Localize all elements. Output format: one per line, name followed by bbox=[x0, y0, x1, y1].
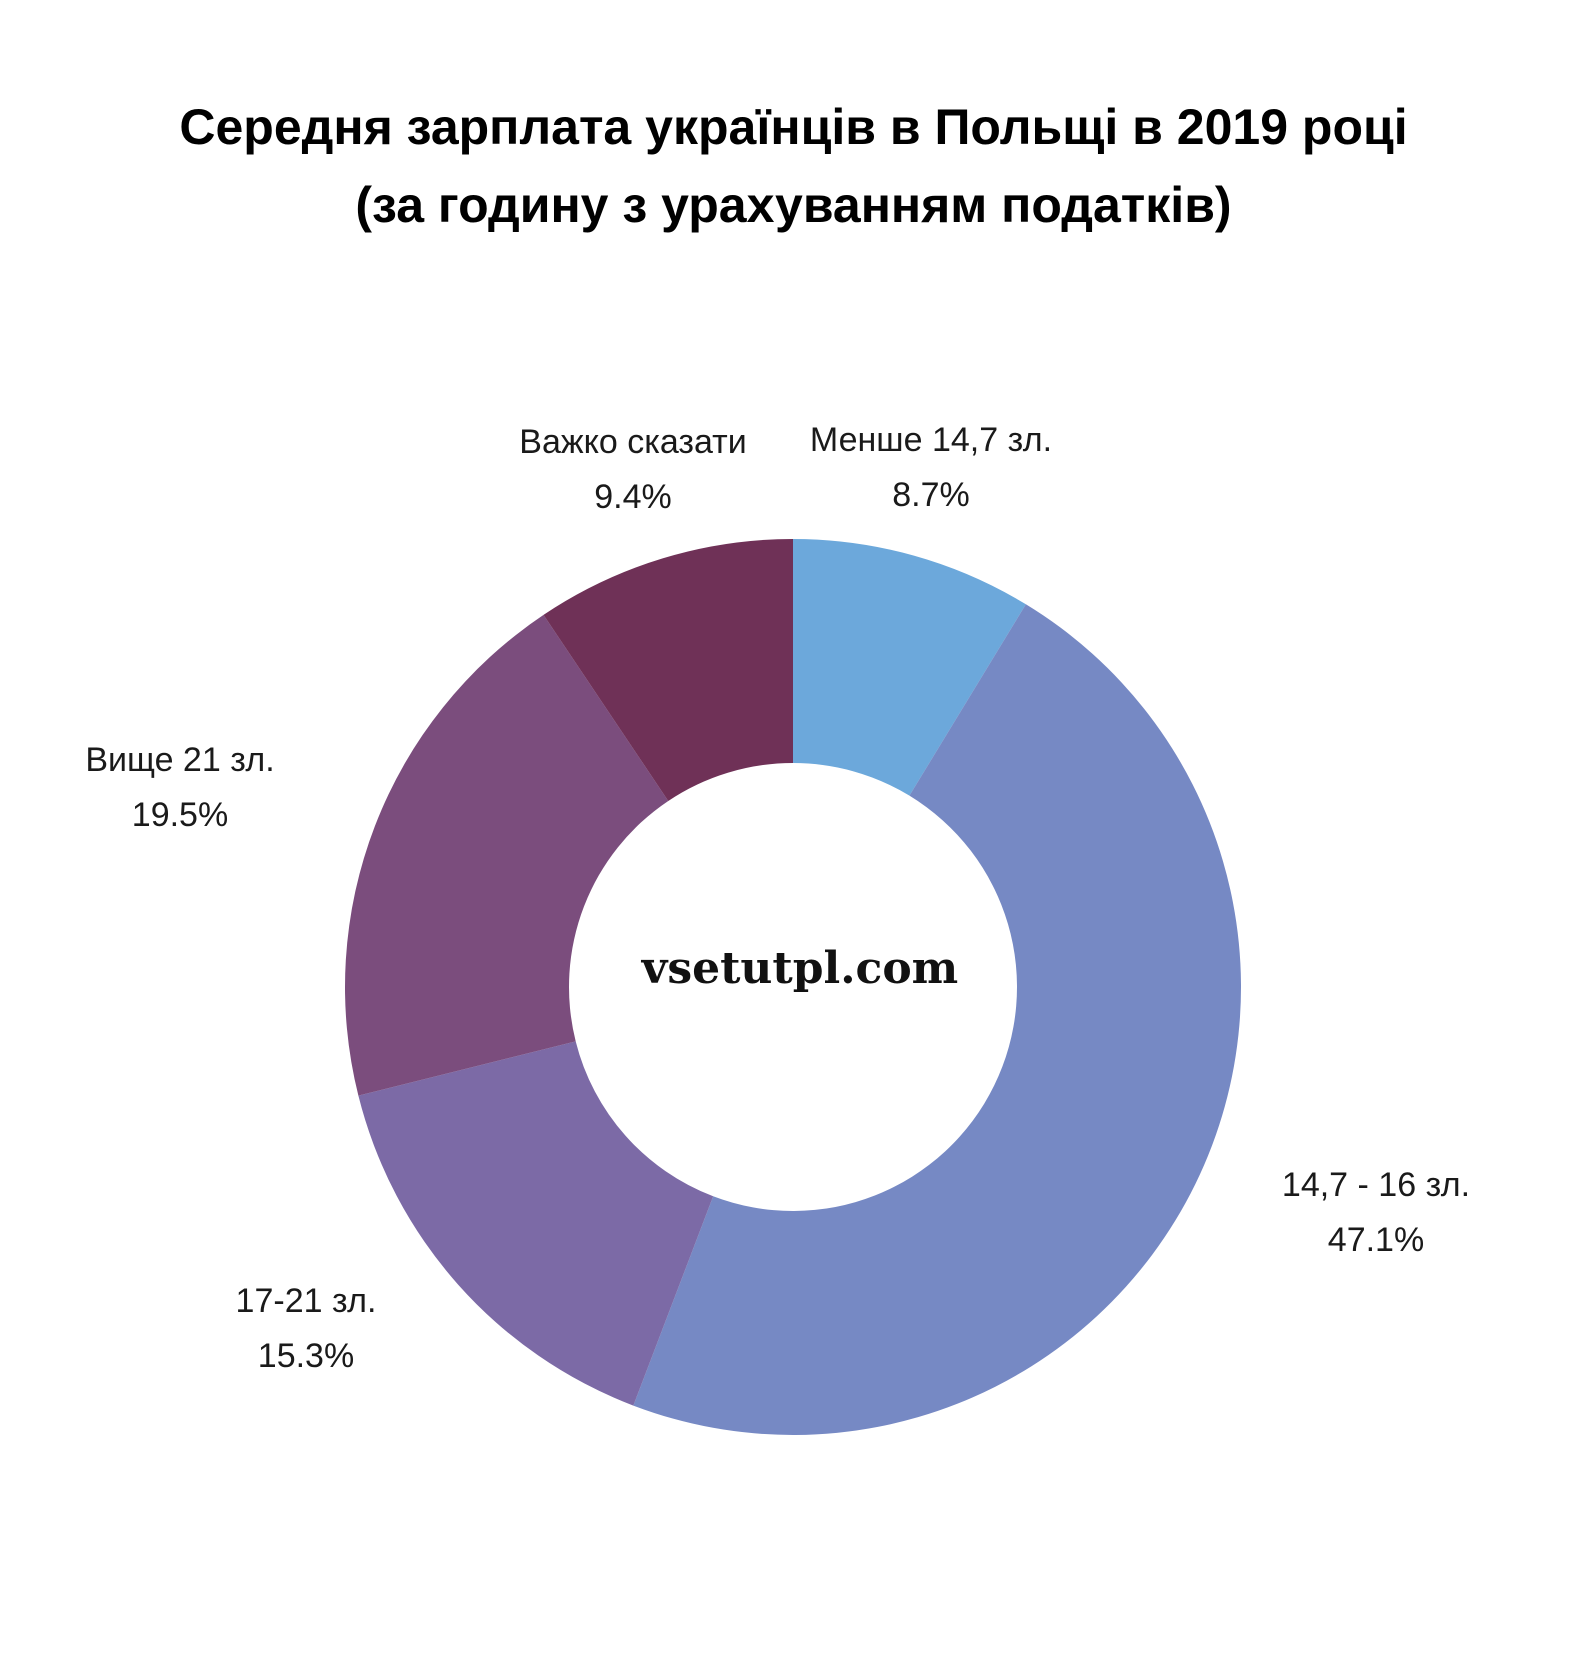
slice-label-2: 14,7 - 16 зл. bbox=[1282, 1166, 1470, 1204]
slice-value-3: 15.3% bbox=[258, 1337, 354, 1375]
slice-label-1: Менше 14,7 зл. bbox=[810, 421, 1052, 459]
donut-slice-1 bbox=[793, 539, 1026, 796]
slice-value-2: 47.1% bbox=[1328, 1221, 1424, 1259]
donut-slices bbox=[345, 539, 1242, 1435]
slice-labels: Менше 14,7 зл. 8.7% 14,7 - 16 зл. 47.1% 17-2… bbox=[85, 421, 1470, 1375]
slice-label-3: 17-21 зл. bbox=[236, 1282, 377, 1320]
slice-value-5: 9.4% bbox=[594, 478, 672, 516]
chart-title-line-2: (за годину з урахуванням податків) bbox=[355, 177, 1232, 233]
slice-value-4: 19.5% bbox=[132, 796, 228, 834]
donut-slice-2 bbox=[633, 604, 1242, 1435]
chart-title: Середня зарплата українців в Польщі в 20… bbox=[0, 88, 1587, 244]
slice-label-4: Вище 21 зл. bbox=[85, 741, 274, 779]
slice-value-1: 8.7% bbox=[892, 476, 970, 514]
slice-label-5: Важко сказати bbox=[519, 423, 746, 461]
donut-slice-3 bbox=[358, 1041, 714, 1406]
watermark-text: vsetutpl.com bbox=[641, 943, 958, 994]
donut-slice-5 bbox=[543, 539, 793, 801]
donut-slice-4 bbox=[345, 614, 669, 1096]
chart-title-line-1: Середня зарплата українців в Польщі в 20… bbox=[179, 99, 1408, 155]
